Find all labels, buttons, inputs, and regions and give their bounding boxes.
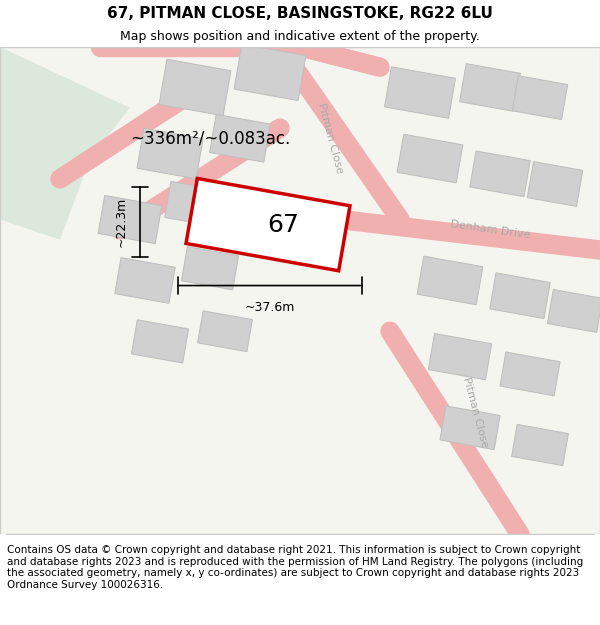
Polygon shape	[512, 76, 568, 119]
Text: Map shows position and indicative extent of the property.: Map shows position and indicative extent…	[120, 30, 480, 43]
Polygon shape	[500, 352, 560, 396]
Polygon shape	[417, 256, 483, 305]
Polygon shape	[209, 114, 271, 162]
Polygon shape	[385, 67, 455, 118]
Text: 67, PITMAN CLOSE, BASINGSTOKE, RG22 6LU: 67, PITMAN CLOSE, BASINGSTOKE, RG22 6LU	[107, 6, 493, 21]
Polygon shape	[490, 273, 550, 319]
Polygon shape	[0, 47, 130, 240]
Polygon shape	[115, 258, 175, 303]
Polygon shape	[234, 44, 306, 101]
Text: Pitman Close: Pitman Close	[316, 102, 344, 174]
Polygon shape	[470, 151, 530, 197]
Polygon shape	[98, 196, 162, 244]
Polygon shape	[547, 289, 600, 332]
Polygon shape	[165, 181, 225, 227]
Polygon shape	[428, 334, 491, 380]
Text: ~37.6m: ~37.6m	[245, 301, 295, 314]
Polygon shape	[197, 311, 253, 352]
Text: Contains OS data © Crown copyright and database right 2021. This information is : Contains OS data © Crown copyright and d…	[7, 545, 583, 590]
Polygon shape	[131, 320, 188, 363]
Polygon shape	[512, 424, 568, 466]
Text: Denham Drive: Denham Drive	[449, 219, 530, 240]
Text: Pitman Close: Pitman Close	[461, 376, 489, 449]
Text: ~22.3m: ~22.3m	[115, 197, 128, 248]
Polygon shape	[460, 64, 520, 111]
Polygon shape	[181, 247, 239, 290]
Text: ~336m²/~0.083ac.: ~336m²/~0.083ac.	[130, 129, 290, 148]
Polygon shape	[137, 128, 203, 179]
Polygon shape	[527, 162, 583, 206]
Polygon shape	[440, 406, 500, 449]
Polygon shape	[186, 178, 350, 271]
FancyBboxPatch shape	[0, 47, 600, 534]
Polygon shape	[397, 134, 463, 183]
Text: 67: 67	[267, 213, 299, 237]
Polygon shape	[159, 59, 231, 116]
